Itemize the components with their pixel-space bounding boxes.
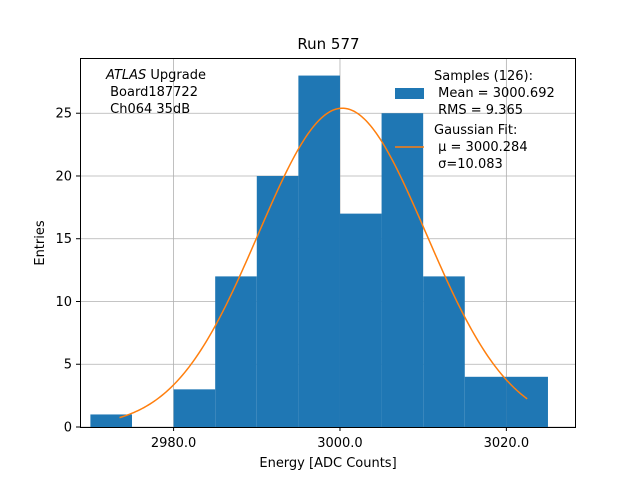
histogram-bars: [90, 75, 548, 428]
legend-fit-title: Gaussian Fit:: [434, 123, 517, 138]
legend-samples-patch: [395, 88, 424, 99]
atlas-annotation: ATLAS Upgrade Board187722 Ch064 35dB: [105, 68, 206, 117]
histogram-bar: [215, 276, 257, 427]
legend: Samples (126): Mean = 3000.692 RMS = 9.3…: [395, 69, 555, 172]
y-axis-ticks: 0 5 10 15 20 25: [55, 107, 80, 436]
x-tick-label: 3000.0: [317, 436, 363, 451]
x-tick-label: 2980.0: [151, 436, 197, 451]
y-tick-label: 10: [55, 295, 72, 310]
atlas-label: ATLAS Upgrade: [105, 68, 206, 83]
plot-frame: [80, 58, 576, 428]
histogram-bar: [381, 113, 424, 427]
legend-samples-rms: RMS = 9.365: [434, 103, 523, 118]
histogram-bar: [298, 75, 340, 428]
channel-label: Ch064 35dB: [106, 102, 190, 117]
y-tick-label: 0: [64, 421, 72, 436]
x-tick-label: 3020.0: [484, 436, 530, 451]
y-tick-label: 15: [55, 232, 72, 247]
histogram-bar: [339, 213, 382, 427]
histogram-bar: [506, 376, 548, 427]
histogram-bar: [173, 389, 216, 427]
legend-samples-title: Samples (126):: [434, 69, 533, 84]
histogram-bar: [256, 175, 299, 427]
gaussian-fit-curve: [119, 107, 528, 419]
atlas-italic: ATLAS: [105, 68, 146, 83]
y-axis-label: Entries: [33, 220, 48, 266]
histogram-bar: [423, 276, 465, 427]
y-tick-label: 25: [55, 107, 72, 122]
histogram-bar: [464, 376, 507, 427]
y-tick-label: 5: [64, 358, 72, 373]
legend-samples-mean: Mean = 3000.692: [434, 86, 555, 101]
legend-fit-mu: μ = 3000.284: [434, 140, 528, 155]
x-axis-label: Energy [ADC Counts]: [259, 456, 396, 471]
legend-fit-sigma: σ=10.083: [434, 157, 503, 172]
chart-title: Run 577: [297, 35, 359, 53]
board-label: Board187722: [106, 85, 198, 100]
atlas-upgrade: Upgrade: [146, 68, 206, 83]
y-tick-label: 20: [55, 169, 72, 184]
x-axis-ticks: 2980.0 3000.0 3020.0: [151, 427, 529, 451]
